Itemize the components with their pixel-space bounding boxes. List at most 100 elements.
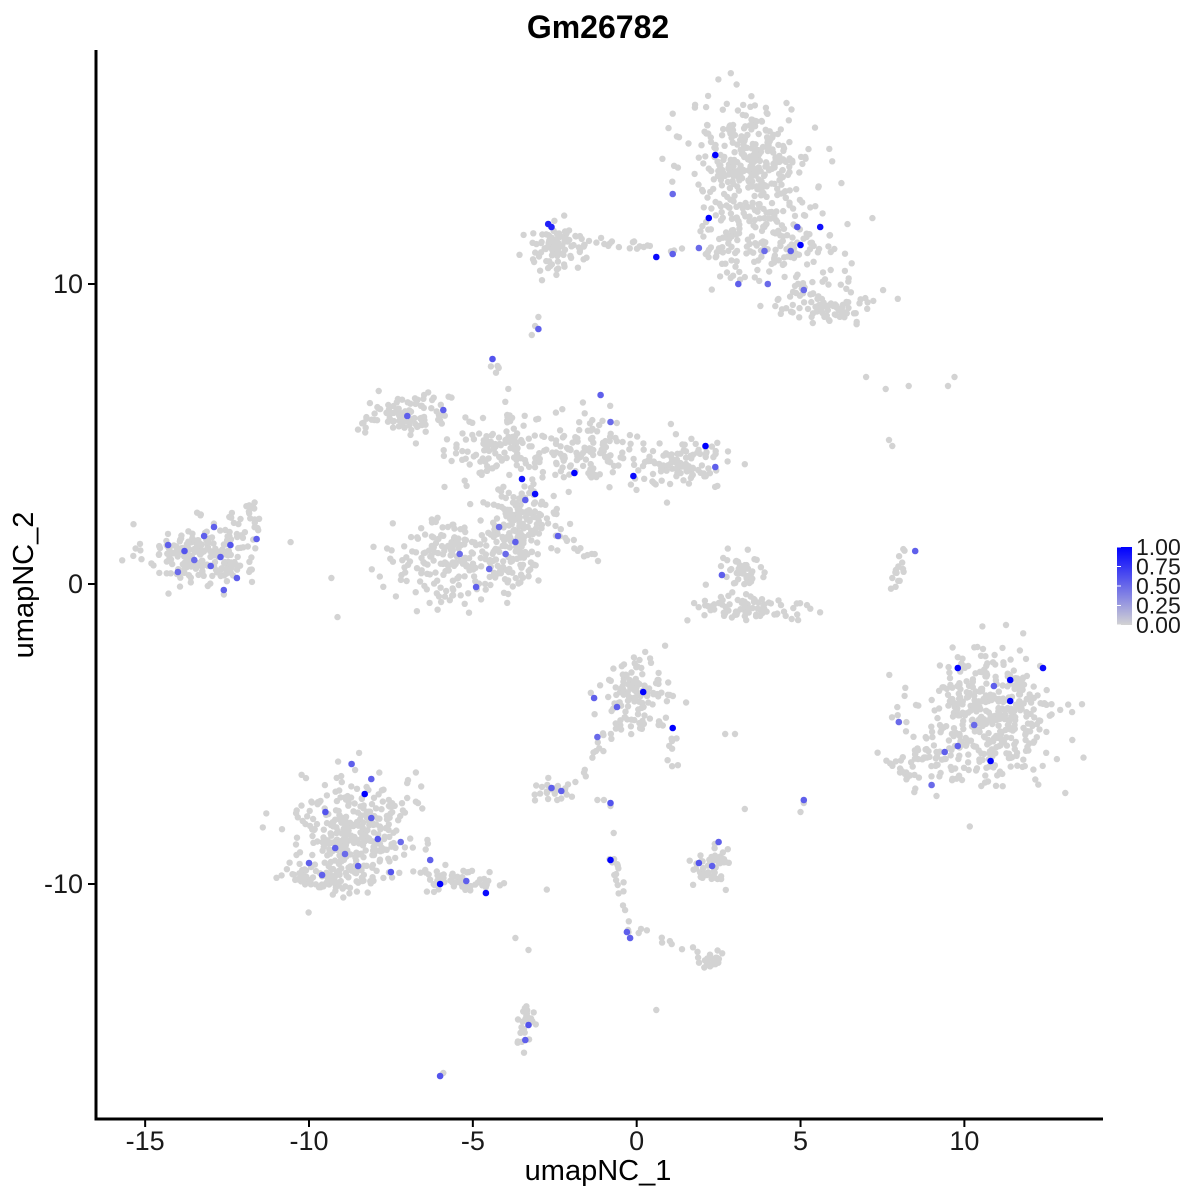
cell-point bbox=[136, 540, 144, 548]
expressed-cell-point bbox=[787, 247, 794, 255]
cell-point bbox=[368, 566, 375, 573]
cell-point bbox=[521, 456, 529, 464]
cell-point bbox=[561, 263, 568, 270]
cell-point bbox=[384, 418, 392, 425]
expressed-cell-point bbox=[217, 553, 224, 561]
cell-point bbox=[483, 433, 490, 440]
y-axis-ticks: -10 0 10 bbox=[44, 269, 95, 899]
cell-point bbox=[492, 545, 499, 552]
cell-point bbox=[827, 248, 834, 256]
cell-point bbox=[825, 281, 832, 288]
cell-point bbox=[1034, 692, 1041, 699]
cell-point bbox=[411, 414, 418, 422]
cell-point bbox=[345, 830, 352, 838]
cell-point bbox=[1016, 647, 1024, 654]
cell-point bbox=[553, 505, 560, 513]
cell-point bbox=[355, 839, 362, 846]
cell-point bbox=[485, 877, 492, 885]
cell-point bbox=[521, 412, 528, 419]
expressed-cell-point bbox=[590, 694, 598, 702]
cell-point bbox=[596, 682, 604, 689]
cell-point bbox=[1000, 661, 1007, 668]
cell-point bbox=[766, 268, 773, 275]
cell-point bbox=[1013, 752, 1020, 759]
cell-point bbox=[634, 711, 642, 718]
cell-point bbox=[477, 541, 484, 548]
cell-point bbox=[314, 838, 321, 845]
cell-point bbox=[695, 604, 702, 611]
cell-point bbox=[975, 716, 983, 723]
cell-point bbox=[537, 249, 545, 256]
cell-point bbox=[758, 118, 766, 125]
cell-point bbox=[169, 550, 176, 557]
cell-point bbox=[928, 723, 935, 730]
expressed-cell-point bbox=[305, 859, 313, 867]
expressed-cell-point bbox=[525, 1021, 532, 1029]
cell-point bbox=[609, 469, 616, 476]
cell-point bbox=[976, 688, 983, 695]
cell-point bbox=[947, 752, 954, 759]
cell-point bbox=[312, 867, 320, 875]
cell-point bbox=[627, 723, 635, 730]
cell-point bbox=[622, 708, 629, 715]
cell-point bbox=[404, 779, 411, 787]
expressed-cell-point bbox=[426, 856, 434, 864]
expressed-cell-point bbox=[348, 760, 355, 768]
cell-point bbox=[845, 299, 852, 306]
cell-point bbox=[533, 240, 540, 248]
cell-point bbox=[486, 559, 493, 566]
cell-point bbox=[734, 236, 741, 244]
cell-point bbox=[523, 1010, 531, 1017]
cell-point bbox=[225, 547, 233, 555]
cell-point bbox=[836, 313, 843, 320]
cell-point bbox=[309, 815, 317, 823]
expressed-cell-point bbox=[695, 859, 703, 867]
cell-point bbox=[451, 534, 458, 541]
cell-point bbox=[934, 714, 941, 722]
cell-point bbox=[396, 869, 403, 876]
cell-point bbox=[395, 405, 402, 412]
cell-point bbox=[668, 735, 675, 742]
cell-point bbox=[807, 291, 814, 298]
cell-point bbox=[999, 783, 1006, 790]
cell-point bbox=[359, 877, 366, 885]
cell-point bbox=[466, 418, 473, 425]
cell-point bbox=[530, 500, 538, 507]
cell-point bbox=[759, 238, 767, 245]
cell-point bbox=[532, 1021, 539, 1028]
cell-point bbox=[538, 498, 546, 505]
cell-point bbox=[663, 467, 670, 474]
cell-point bbox=[741, 805, 748, 813]
cell-point bbox=[438, 420, 445, 427]
cell-point bbox=[715, 167, 722, 175]
cell-point bbox=[837, 281, 844, 288]
cell-point bbox=[510, 494, 517, 501]
cell-point bbox=[495, 364, 502, 372]
cell-point bbox=[167, 556, 175, 563]
cell-point bbox=[636, 243, 643, 250]
cell-point bbox=[539, 231, 546, 238]
cell-point bbox=[619, 686, 627, 693]
cell-point bbox=[516, 523, 523, 530]
expressed-cell-point bbox=[518, 475, 526, 483]
cell-point bbox=[841, 267, 849, 275]
cell-point bbox=[534, 539, 541, 546]
cell-point bbox=[481, 447, 488, 454]
cell-point bbox=[722, 858, 730, 866]
cell-point bbox=[630, 238, 638, 245]
cell-point bbox=[705, 226, 712, 233]
cell-point bbox=[132, 545, 139, 552]
cell-point bbox=[412, 549, 420, 556]
cell-point bbox=[346, 884, 354, 891]
cell-point bbox=[689, 881, 697, 888]
cell-point bbox=[485, 529, 492, 536]
cell-point bbox=[407, 431, 414, 439]
cell-point bbox=[1022, 655, 1030, 663]
cell-point bbox=[308, 799, 316, 806]
cell-point bbox=[786, 202, 793, 209]
cell-point bbox=[502, 542, 509, 550]
cell-point bbox=[407, 533, 415, 541]
cell-point bbox=[808, 239, 816, 246]
cell-point bbox=[425, 871, 432, 878]
cell-point bbox=[505, 385, 512, 393]
